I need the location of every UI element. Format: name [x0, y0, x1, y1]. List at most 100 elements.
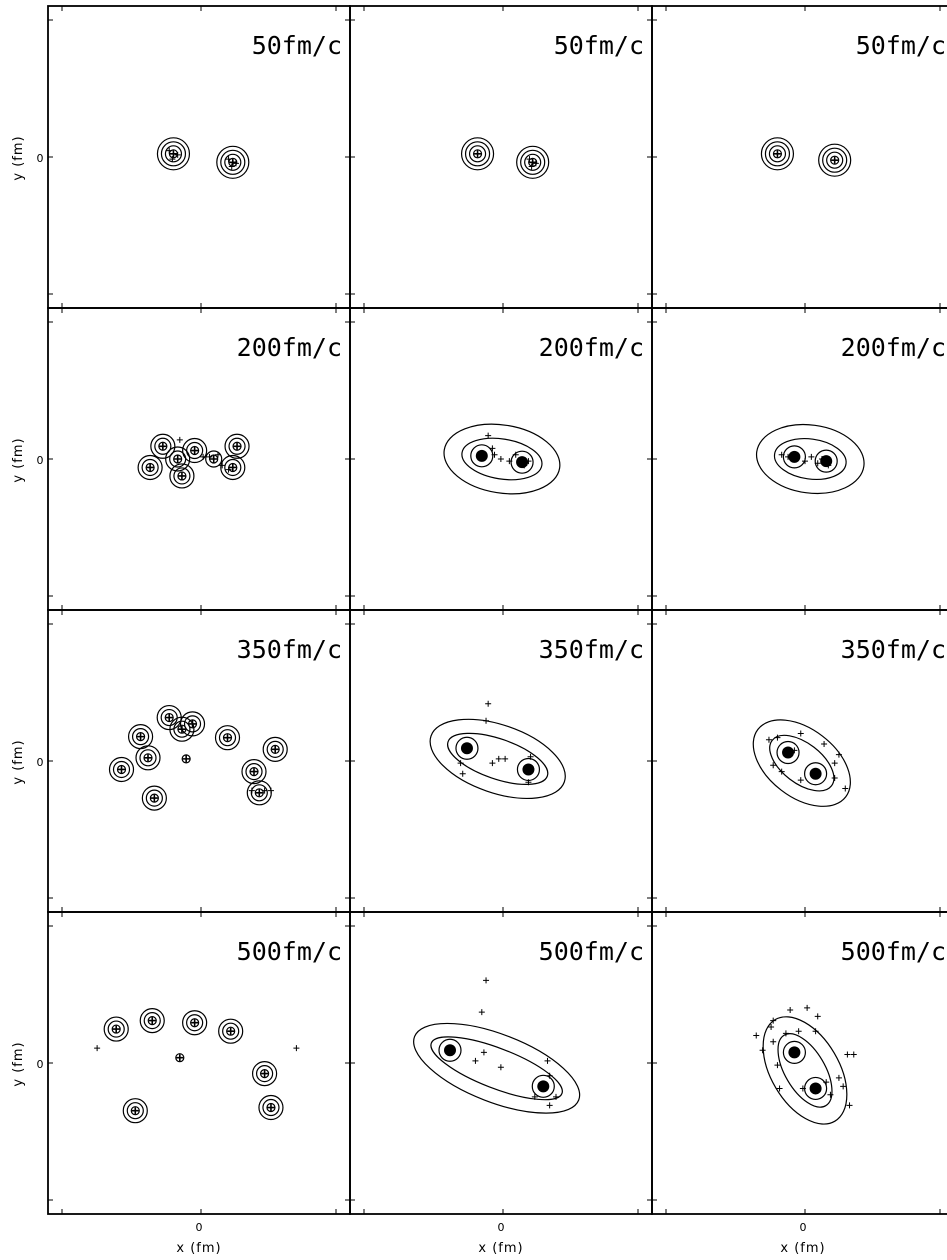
- particle-marker: [472, 1057, 479, 1064]
- density-contour: [154, 437, 172, 455]
- panel-time-label: 50fm/c: [554, 31, 644, 60]
- density-contour: [510, 450, 534, 474]
- fragment-marker: [144, 754, 152, 762]
- density-contour: [461, 437, 543, 481]
- cluster-core: [444, 1044, 456, 1057]
- particle-marker: [835, 751, 842, 758]
- panel: 200fm/c: [349, 307, 653, 611]
- y-tick-label: 0: [37, 454, 44, 467]
- particle-marker: [176, 436, 183, 443]
- x-axis-label: x (fm): [176, 1241, 221, 1256]
- panel-time-label: 350fm/c: [841, 635, 946, 664]
- particle-marker: [791, 747, 798, 754]
- density-contour: [147, 1015, 157, 1026]
- density-contour: [814, 449, 838, 473]
- particle-marker: [774, 1062, 781, 1069]
- particle-marker: [842, 785, 849, 792]
- particle-marker: [483, 717, 490, 724]
- density-contour: [164, 712, 174, 723]
- density-contour: [222, 733, 233, 743]
- density-contour: [830, 155, 840, 165]
- fragment-marker: [271, 745, 279, 753]
- density-contour: [141, 458, 159, 477]
- particle-marker: [166, 147, 173, 154]
- fragment-marker: [169, 150, 177, 158]
- fragment-marker: [178, 472, 186, 480]
- density-contour: [470, 444, 494, 468]
- cluster-core: [809, 767, 822, 780]
- particle-marker: [512, 451, 519, 458]
- particle-marker: [495, 755, 502, 762]
- particle-marker: [818, 456, 825, 462]
- particle-marker: [94, 1045, 101, 1052]
- particle-marker: [480, 1049, 487, 1056]
- particle-marker: [812, 1028, 819, 1035]
- density-contour: [250, 784, 268, 802]
- particle-marker: [228, 163, 235, 170]
- density-contour: [773, 438, 847, 480]
- panel-time-label: 350fm/c: [539, 635, 644, 664]
- particle-marker: [778, 768, 785, 775]
- density-contour: [150, 433, 176, 459]
- x-axis-label: x (fm): [780, 1241, 825, 1256]
- panel: 500fm/c: [47, 911, 351, 1215]
- fragment-marker: [150, 794, 158, 802]
- density-contour: [108, 756, 135, 783]
- density-contour: [822, 147, 848, 173]
- y-axis-label: y (fm): [11, 437, 26, 482]
- panel: 50fm/c: [651, 5, 947, 309]
- density-contour: [107, 1020, 125, 1038]
- density-contour: [139, 749, 157, 767]
- density-contour: [190, 445, 200, 456]
- density-contour: [260, 1068, 270, 1079]
- panel: 200fm/c: [651, 307, 947, 611]
- particle-marker: [759, 1047, 766, 1054]
- density-contour: [222, 1022, 240, 1040]
- particle-marker: [489, 760, 496, 767]
- fragment-marker: [165, 714, 173, 722]
- panel-time-label: 500fm/c: [539, 937, 644, 966]
- panel-time-label: 50fm/c: [252, 31, 342, 60]
- density-contour: [169, 463, 195, 489]
- particle-marker: [491, 451, 498, 458]
- fragment-marker: [229, 463, 237, 471]
- density-contour: [266, 740, 284, 758]
- density-contour: [149, 793, 159, 803]
- density-contour: [252, 1060, 278, 1087]
- fragment-marker: [224, 734, 231, 742]
- density-contour: [752, 719, 851, 807]
- particle-marker: [804, 1004, 811, 1011]
- density-contour: [782, 1040, 807, 1065]
- particle-marker: [831, 774, 838, 781]
- density-contour: [182, 1010, 208, 1036]
- density-contour: [772, 149, 783, 159]
- panels: 50fm/c 50fm/c 50fm/c 200fm/c 200fm/c 200fm/c 3…: [47, 5, 947, 1215]
- cluster-core: [475, 449, 488, 462]
- density-contour: [122, 1098, 148, 1124]
- cluster-core: [788, 450, 801, 463]
- density-contour: [455, 736, 479, 760]
- density-contour: [111, 1024, 121, 1034]
- y-tick-label: 0: [37, 152, 44, 165]
- panel: 50fm/c: [349, 5, 653, 309]
- cluster-core: [460, 742, 473, 755]
- cluster-core: [522, 763, 535, 776]
- fragment-marker: [233, 442, 241, 450]
- particle-marker: [206, 453, 213, 460]
- particle-marker: [770, 762, 777, 769]
- particle-marker: [795, 1028, 802, 1035]
- density-contour: [270, 744, 280, 754]
- particle-marker: [544, 1057, 551, 1064]
- fragment-marker: [227, 1027, 235, 1035]
- particle-marker: [768, 1023, 775, 1030]
- density-contour: [768, 145, 787, 163]
- density-contour: [245, 762, 263, 781]
- density-contour: [177, 471, 187, 481]
- particle-marker: [778, 451, 785, 458]
- density-contour: [531, 1074, 555, 1098]
- particle-marker: [770, 1017, 777, 1024]
- density-contour: [187, 719, 198, 729]
- particle-marker: [765, 736, 772, 743]
- density-contour: [262, 1098, 280, 1117]
- particle-marker: [531, 1093, 538, 1100]
